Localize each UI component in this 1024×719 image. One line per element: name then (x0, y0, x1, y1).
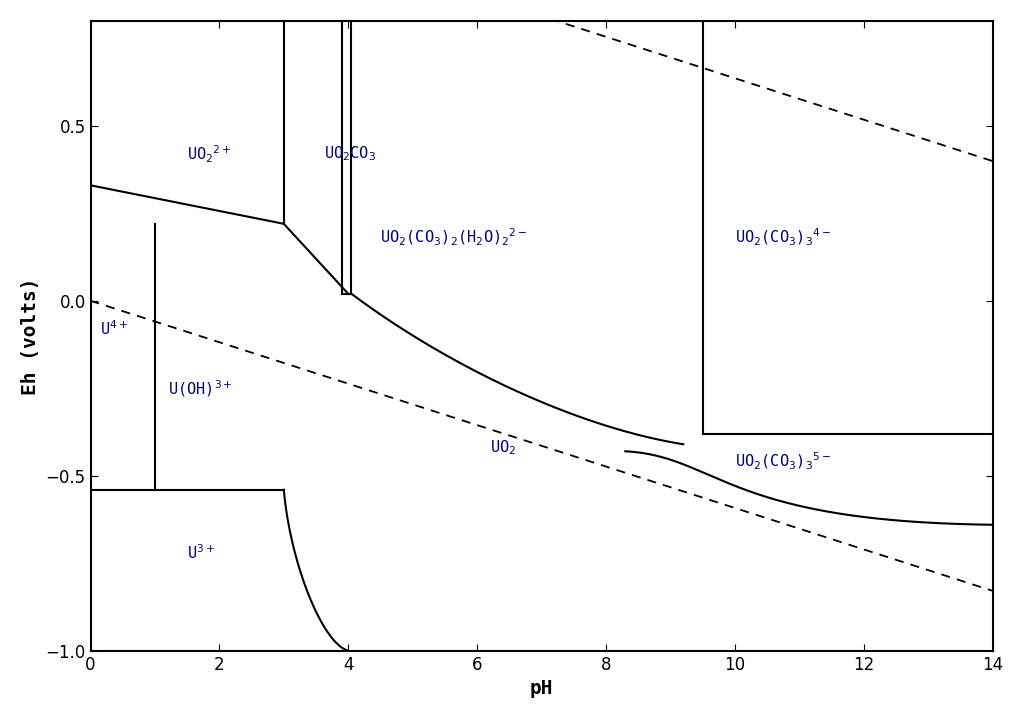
Text: UO$_2$(CO$_3$)$_2$(H$_2$O)$_2$$^{2-}$: UO$_2$(CO$_3$)$_2$(H$_2$O)$_2$$^{2-}$ (381, 227, 528, 248)
Text: U$^{4+}$: U$^{4+}$ (100, 319, 128, 338)
Text: UO$_2$: UO$_2$ (490, 439, 516, 457)
Text: UO$_2$CO$_3$: UO$_2$CO$_3$ (324, 145, 376, 163)
Text: UO$_2$$^{2+}$: UO$_2$$^{2+}$ (187, 143, 231, 165)
X-axis label: pH: pH (529, 679, 553, 698)
Text: UO$_2$(CO$_3$)$_3$$^{5-}$: UO$_2$(CO$_3$)$_3$$^{5-}$ (735, 452, 830, 472)
Text: U(OH)$^{3+}$: U(OH)$^{3+}$ (168, 378, 232, 398)
Text: UO$_2$(CO$_3$)$_3$$^{4-}$: UO$_2$(CO$_3$)$_3$$^{4-}$ (735, 227, 830, 248)
Y-axis label: Eh (volts): Eh (volts) (20, 277, 40, 395)
Text: U$^{3+}$: U$^{3+}$ (187, 544, 215, 562)
